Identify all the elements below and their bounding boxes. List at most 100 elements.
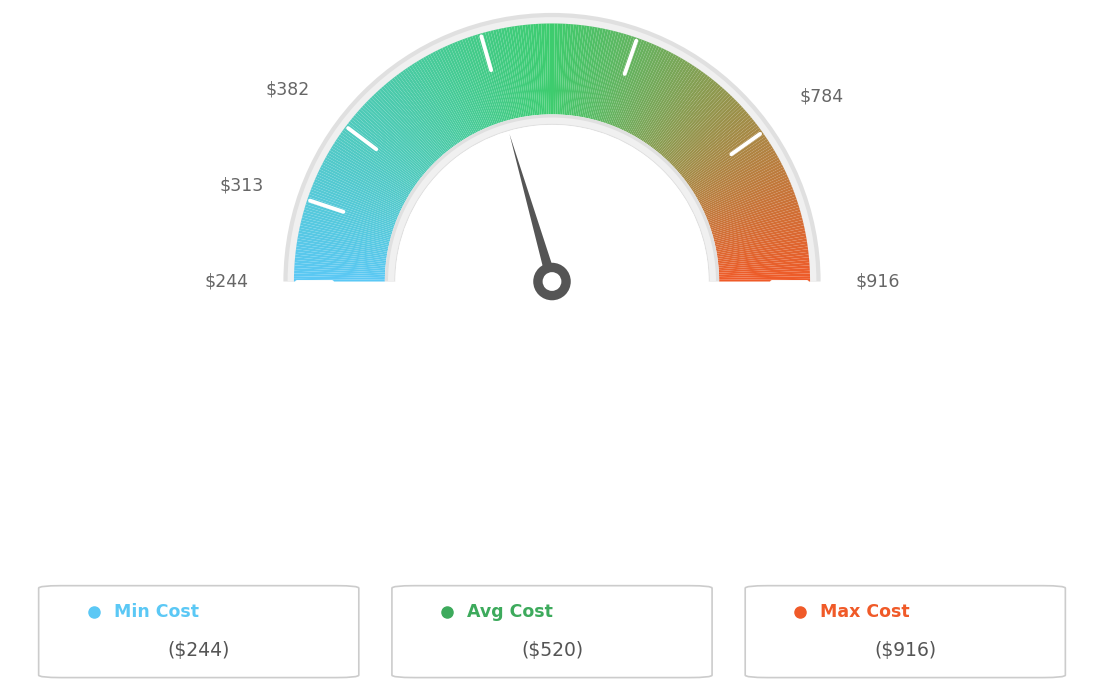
Wedge shape: [594, 32, 618, 120]
Wedge shape: [679, 113, 750, 174]
Wedge shape: [326, 155, 406, 201]
Wedge shape: [325, 157, 405, 203]
Wedge shape: [719, 273, 810, 278]
Wedge shape: [704, 174, 788, 213]
Wedge shape: [719, 270, 810, 276]
Wedge shape: [615, 43, 652, 128]
Wedge shape: [694, 146, 773, 195]
Wedge shape: [583, 28, 603, 118]
Wedge shape: [339, 135, 415, 188]
Wedge shape: [399, 72, 454, 148]
Wedge shape: [696, 148, 774, 197]
Wedge shape: [657, 81, 716, 152]
Wedge shape: [294, 270, 385, 276]
Wedge shape: [620, 46, 659, 130]
Wedge shape: [709, 192, 795, 225]
Wedge shape: [490, 30, 513, 119]
Wedge shape: [425, 55, 471, 136]
Wedge shape: [689, 135, 765, 188]
Wedge shape: [463, 39, 496, 125]
Wedge shape: [307, 197, 394, 228]
Wedge shape: [710, 199, 797, 230]
Wedge shape: [418, 59, 467, 139]
Wedge shape: [457, 41, 492, 126]
Wedge shape: [298, 236, 388, 254]
Wedge shape: [617, 43, 655, 128]
Wedge shape: [618, 45, 657, 129]
Wedge shape: [710, 197, 797, 228]
Wedge shape: [552, 23, 554, 115]
Wedge shape: [667, 93, 731, 161]
Wedge shape: [718, 241, 807, 257]
Wedge shape: [646, 68, 699, 144]
Wedge shape: [588, 30, 611, 119]
Wedge shape: [602, 35, 631, 123]
Wedge shape: [582, 28, 601, 117]
Wedge shape: [688, 132, 764, 186]
Wedge shape: [475, 34, 503, 122]
Circle shape: [533, 263, 571, 300]
Wedge shape: [719, 266, 809, 273]
Wedge shape: [575, 26, 590, 116]
Wedge shape: [514, 26, 529, 116]
Wedge shape: [601, 34, 629, 122]
Wedge shape: [437, 49, 479, 132]
Wedge shape: [296, 249, 386, 262]
Wedge shape: [595, 32, 622, 121]
Wedge shape: [344, 126, 418, 182]
Wedge shape: [357, 111, 426, 172]
Wedge shape: [708, 186, 793, 221]
Wedge shape: [294, 273, 385, 278]
Wedge shape: [539, 23, 545, 115]
Wedge shape: [336, 139, 413, 190]
Wedge shape: [403, 70, 457, 146]
Wedge shape: [637, 59, 686, 139]
Wedge shape: [312, 184, 397, 220]
Wedge shape: [645, 66, 697, 144]
Wedge shape: [661, 86, 723, 156]
Wedge shape: [550, 23, 552, 115]
Wedge shape: [611, 39, 645, 126]
Wedge shape: [561, 24, 569, 115]
Wedge shape: [655, 77, 712, 150]
Wedge shape: [533, 24, 541, 115]
Wedge shape: [311, 186, 396, 221]
Wedge shape: [335, 141, 412, 192]
Polygon shape: [509, 134, 558, 283]
Wedge shape: [343, 128, 417, 184]
Wedge shape: [696, 150, 775, 198]
Wedge shape: [622, 47, 662, 130]
Wedge shape: [315, 177, 400, 215]
Wedge shape: [651, 75, 708, 148]
Wedge shape: [465, 38, 497, 124]
Wedge shape: [360, 107, 429, 170]
Wedge shape: [640, 62, 690, 140]
Wedge shape: [719, 276, 810, 279]
Wedge shape: [681, 117, 753, 177]
Wedge shape: [677, 109, 745, 171]
Wedge shape: [719, 255, 809, 266]
Wedge shape: [672, 103, 740, 167]
Wedge shape: [375, 92, 439, 159]
Wedge shape: [709, 194, 796, 226]
Wedge shape: [433, 52, 476, 133]
Wedge shape: [511, 26, 528, 117]
Wedge shape: [559, 23, 565, 115]
Wedge shape: [660, 84, 721, 155]
Wedge shape: [348, 121, 421, 179]
Wedge shape: [295, 255, 385, 266]
Wedge shape: [493, 30, 516, 119]
Wedge shape: [392, 77, 449, 150]
Wedge shape: [608, 39, 641, 125]
Wedge shape: [684, 124, 757, 181]
Wedge shape: [541, 23, 546, 115]
Wedge shape: [297, 239, 388, 255]
Wedge shape: [299, 228, 389, 248]
Wedge shape: [631, 54, 677, 135]
Wedge shape: [604, 36, 635, 123]
Wedge shape: [673, 105, 742, 168]
Wedge shape: [612, 41, 647, 126]
Wedge shape: [716, 239, 807, 255]
Wedge shape: [323, 159, 405, 204]
Wedge shape: [364, 103, 432, 167]
